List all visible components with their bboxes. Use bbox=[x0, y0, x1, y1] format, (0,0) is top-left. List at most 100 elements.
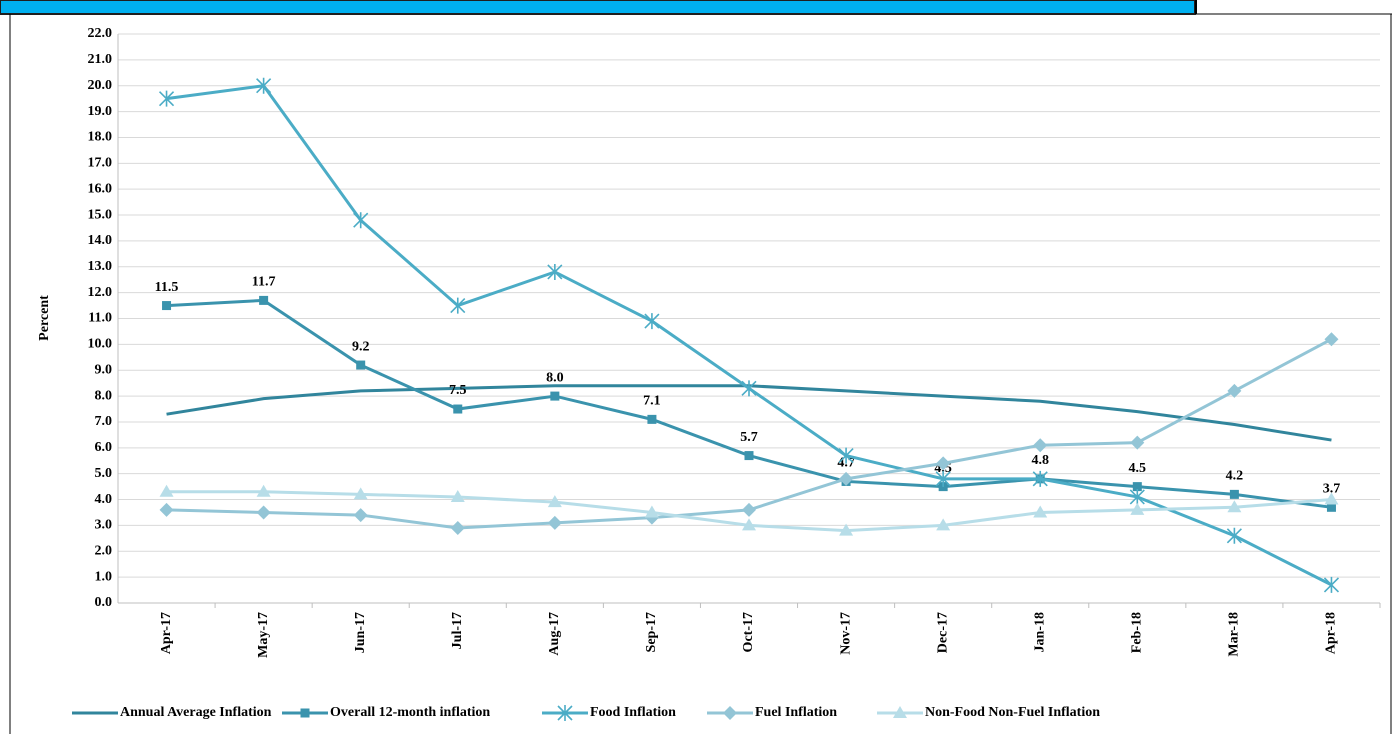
data-point bbox=[1324, 492, 1339, 505]
data-label: 4.5 bbox=[1129, 461, 1147, 476]
data-point bbox=[450, 489, 465, 502]
x-tick-label: Apr-17 bbox=[159, 612, 174, 654]
legend-marker bbox=[723, 706, 737, 720]
y-tick-label: 14.0 bbox=[88, 233, 113, 248]
legend-marker bbox=[300, 708, 310, 718]
y-tick-label: 6.0 bbox=[95, 440, 113, 455]
x-tick-label: Nov-17 bbox=[838, 612, 853, 655]
y-tick-label: 21.0 bbox=[88, 52, 113, 67]
data-point bbox=[838, 447, 854, 464]
data-point bbox=[550, 391, 560, 401]
y-tick-label: 15.0 bbox=[88, 207, 113, 222]
data-point bbox=[356, 360, 366, 370]
y-tick-label: 11.0 bbox=[88, 311, 112, 326]
data-point bbox=[1130, 502, 1145, 515]
data-point bbox=[936, 456, 951, 471]
data-point bbox=[256, 484, 271, 497]
data-point bbox=[644, 313, 660, 330]
data-point bbox=[450, 520, 465, 535]
data-point bbox=[453, 404, 463, 414]
data-label: 7.1 bbox=[643, 394, 661, 409]
data-point bbox=[744, 451, 754, 461]
data-label: 5.7 bbox=[740, 430, 758, 445]
legend-marker bbox=[893, 706, 907, 718]
header-bar bbox=[0, 0, 1196, 15]
y-tick-label: 1.0 bbox=[95, 569, 113, 584]
data-point bbox=[741, 380, 757, 397]
x-tick-label: Mar-18 bbox=[1227, 612, 1242, 657]
y-tick-label: 19.0 bbox=[88, 104, 113, 119]
legend-label: Annual Average Inflation bbox=[120, 705, 272, 720]
data-point bbox=[159, 484, 174, 497]
data-label: 8.0 bbox=[546, 370, 564, 385]
x-tick-label: Aug-17 bbox=[547, 612, 562, 656]
y-tick-label: 10.0 bbox=[88, 337, 113, 352]
data-point bbox=[353, 212, 369, 229]
data-point bbox=[742, 502, 756, 517]
y-tick-label: 0.0 bbox=[95, 595, 113, 610]
x-tick-label: Oct-17 bbox=[741, 612, 756, 652]
data-point bbox=[1323, 576, 1340, 593]
y-tick-label: 9.0 bbox=[95, 362, 113, 377]
x-tick-label: Sep-17 bbox=[644, 612, 659, 652]
data-point bbox=[159, 502, 174, 517]
legend-label: Food Inflation bbox=[590, 705, 676, 720]
x-tick-label: Feb-18 bbox=[1130, 612, 1145, 653]
y-tick-label: 2.0 bbox=[95, 543, 113, 558]
data-point bbox=[1132, 482, 1142, 492]
data-point bbox=[547, 263, 563, 280]
y-tick-label: 13.0 bbox=[88, 259, 113, 274]
data-label: 11.5 bbox=[155, 280, 179, 295]
data-point bbox=[256, 77, 272, 94]
y-axis-label: Percent bbox=[37, 295, 52, 341]
data-point bbox=[936, 518, 951, 531]
y-tick-label: 8.0 bbox=[95, 388, 113, 403]
data-point bbox=[353, 487, 368, 500]
data-label: 9.2 bbox=[352, 339, 370, 354]
y-tick-label: 17.0 bbox=[88, 156, 113, 171]
data-point bbox=[1227, 500, 1242, 513]
y-tick-label: 12.0 bbox=[88, 285, 113, 300]
data-label: 7.5 bbox=[449, 383, 467, 398]
series-line bbox=[166, 298, 1332, 509]
data-point bbox=[1032, 470, 1048, 487]
x-tick-label: Jan-18 bbox=[1032, 612, 1047, 652]
x-tick-label: Apr-18 bbox=[1324, 612, 1339, 654]
data-point bbox=[1229, 489, 1239, 499]
y-tick-label: 7.0 bbox=[95, 414, 113, 429]
data-point bbox=[1326, 502, 1336, 512]
y-tick-label: 20.0 bbox=[88, 78, 113, 93]
data-point bbox=[353, 508, 368, 523]
data-point bbox=[1033, 505, 1048, 518]
x-tick-label: May-17 bbox=[256, 612, 271, 658]
data-label: 4.2 bbox=[1226, 469, 1244, 484]
legend-label: Overall 12-month inflation bbox=[330, 705, 490, 720]
data-point bbox=[1130, 435, 1145, 450]
data-point bbox=[1227, 383, 1242, 398]
data-point bbox=[1129, 488, 1145, 505]
y-tick-label: 4.0 bbox=[95, 492, 113, 507]
data-point bbox=[256, 505, 271, 520]
data-point bbox=[162, 301, 172, 311]
data-label: 3.7 bbox=[1323, 482, 1341, 497]
data-point bbox=[259, 295, 269, 305]
x-tick-label: Jun-17 bbox=[353, 612, 368, 653]
x-tick-label: Jul-17 bbox=[450, 612, 465, 649]
data-point bbox=[1033, 438, 1048, 453]
data-point bbox=[1226, 527, 1242, 544]
data-point bbox=[547, 515, 562, 530]
data-label: 11.7 bbox=[252, 275, 276, 290]
y-tick-label: 18.0 bbox=[88, 130, 113, 145]
x-tick-label: Dec-17 bbox=[935, 612, 950, 653]
data-point bbox=[158, 90, 175, 107]
y-tick-label: 16.0 bbox=[88, 181, 113, 196]
data-point bbox=[547, 495, 562, 508]
legend-label: Non-Food Non-Fuel Inflation bbox=[925, 705, 1100, 720]
data-point bbox=[644, 505, 659, 518]
y-tick-label: 5.0 bbox=[95, 466, 113, 481]
data-point bbox=[839, 523, 854, 536]
y-tick-label: 22.0 bbox=[88, 26, 113, 41]
data-point bbox=[647, 414, 657, 424]
data-point bbox=[839, 471, 854, 486]
